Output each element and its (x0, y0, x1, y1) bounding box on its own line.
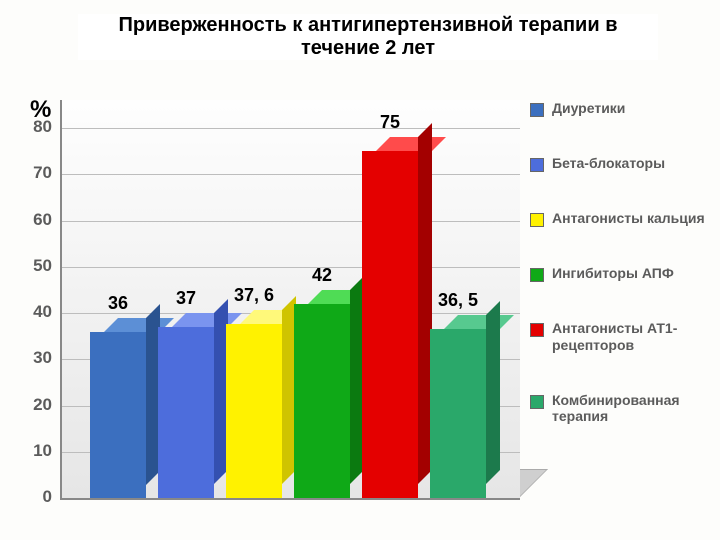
legend-swatch (530, 268, 544, 282)
bar-front (430, 329, 486, 498)
bar-value-label: 36, 5 (430, 290, 486, 311)
y-tick-label: 70 (16, 163, 52, 183)
legend-label: Диуретики (552, 100, 625, 117)
bar: 42 (294, 304, 350, 498)
legend-label: Антагонисты кальция (552, 210, 705, 227)
slide: { "title": "Приверженность к антигиперте… (0, 0, 720, 540)
legend-swatch (530, 103, 544, 117)
gridline (62, 221, 520, 222)
bar-front (90, 332, 146, 499)
legend-swatch (530, 323, 544, 337)
y-tick-label: 60 (16, 210, 52, 230)
bar-top (444, 315, 514, 329)
legend-item: Диуретики (530, 100, 710, 117)
bar: 36, 5 (430, 329, 486, 498)
legend-item: Ингибиторы АПФ (530, 265, 710, 282)
legend-item: Комбинированная терапия (530, 392, 710, 426)
legend-swatch (530, 213, 544, 227)
gridline (62, 174, 520, 175)
y-tick-label: 10 (16, 441, 52, 461)
bar: 37, 6 (226, 324, 282, 498)
legend-label: Бета-блокаторы (552, 155, 665, 172)
y-tick-label: 80 (16, 117, 52, 137)
y-tick-label: 50 (16, 256, 52, 276)
bar-value-label: 37, 6 (226, 285, 282, 306)
legend-label: Комбинированная терапия (552, 392, 710, 426)
legend-label: Ингибиторы АПФ (552, 265, 674, 282)
y-tick-label: 30 (16, 348, 52, 368)
legend-item: Бета-блокаторы (530, 155, 710, 172)
y-tick-label: 20 (16, 395, 52, 415)
legend-swatch (530, 158, 544, 172)
legend-item: Антагонисты кальция (530, 210, 710, 227)
bar-front (362, 151, 418, 498)
bar-front (226, 324, 282, 498)
bar: 37 (158, 327, 214, 498)
bar-top (376, 137, 446, 151)
chart-title: Приверженность к антигипертензивной тера… (78, 14, 658, 60)
bar-value-label: 42 (294, 265, 350, 286)
bar-value-label: 75 (362, 112, 418, 133)
bar-front (158, 327, 214, 498)
bar-front (294, 304, 350, 498)
bar-side (486, 301, 500, 484)
legend-label: Антагонисты АТ1-рецепторов (552, 320, 710, 354)
gridline (62, 267, 520, 268)
bar-value-label: 36 (90, 293, 146, 314)
bar: 75 (362, 151, 418, 498)
y-tick-label: 40 (16, 302, 52, 322)
y-tick-label: 0 (16, 487, 52, 507)
legend: Диуретики Бета-блокаторы Антагонисты кальц… (530, 100, 710, 463)
chart-plot-area: 363737, 6427536, 5 (60, 100, 520, 500)
gridline (62, 128, 520, 129)
legend-item: Антагонисты АТ1-рецепторов (530, 320, 710, 354)
bar: 36 (90, 332, 146, 499)
bar-value-label: 37 (158, 288, 214, 309)
legend-swatch (530, 395, 544, 409)
